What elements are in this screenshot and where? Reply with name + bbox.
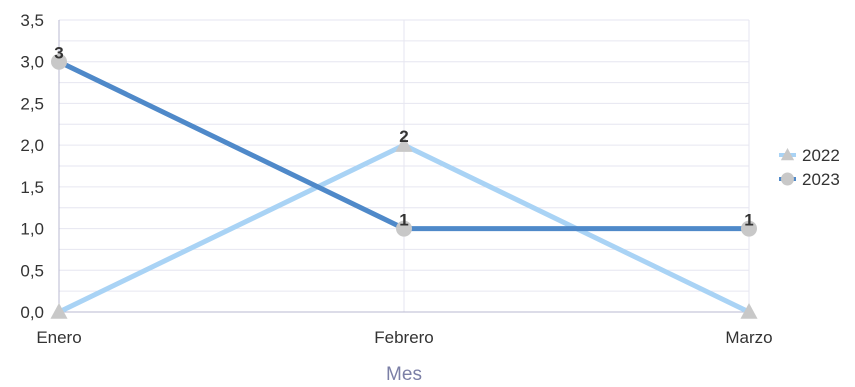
data-label-2023: 1 [744,211,753,230]
data-point-2022 [395,136,413,152]
data-label-2023: 3 [54,44,63,63]
data-label-2022: 2 [399,127,408,146]
data-labels: 2 3 1 1 [54,44,753,230]
y-tick-label: 1,0 [20,220,44,239]
y-tick-label: 0,5 [20,261,44,280]
data-point-2022 [740,303,758,319]
grid-lines [59,19,750,312]
y-tick-label: 2,0 [20,136,44,155]
axes: 0,0 0,5 1,0 1,5 2,0 2,5 3,0 3,5 Enero Febrero Marz… [20,11,772,347]
data-point-2023 [51,53,67,70]
data-label-2023: 1 [399,211,408,230]
data-point-2022 [50,303,68,319]
y-tick-label: 3,5 [20,11,44,30]
legend-label: 2023 [802,170,840,189]
legend: 2022 2023 [779,146,840,189]
y-tick-label: 0,0 [20,303,44,322]
x-tick-label: Enero [36,328,81,347]
y-tick-label: 2,5 [20,94,44,113]
legend-marker [780,148,795,161]
y-tick-label: 1,5 [20,178,44,197]
x-axis-title: Mes [386,364,422,385]
y-tick-label: 3,0 [20,53,44,72]
legend-label: 2022 [802,146,840,165]
data-point-2023 [741,220,757,237]
series-lines [50,53,758,319]
data-point-2023 [396,220,412,237]
x-tick-label: Marzo [725,328,772,347]
x-tick-label: Febrero [374,328,434,347]
legend-marker [781,172,794,186]
